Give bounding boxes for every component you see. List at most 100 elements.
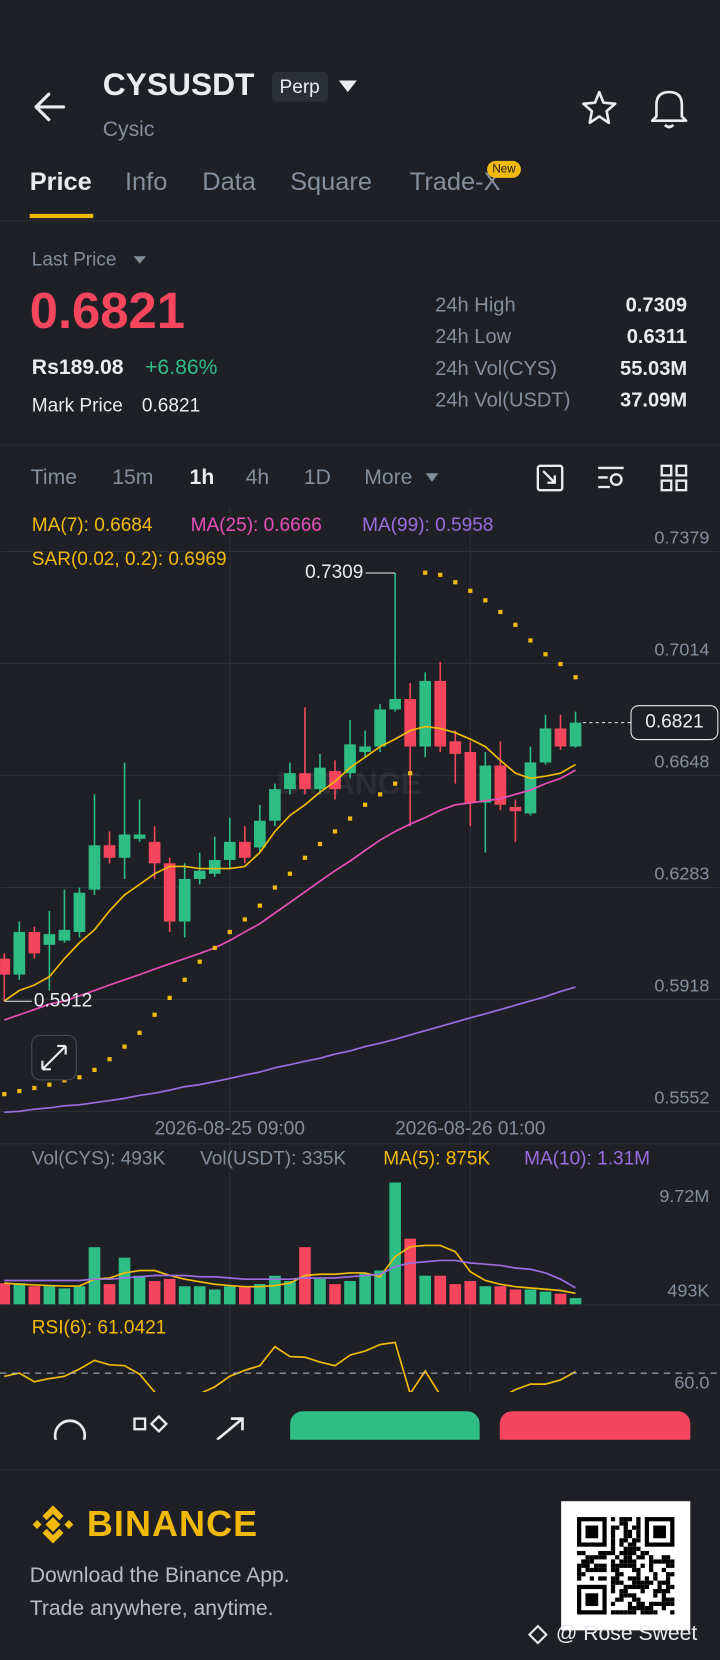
stat-value: 0.7309 — [626, 294, 688, 316]
qr-finder — [585, 1525, 599, 1539]
short-button[interactable] — [499, 1411, 691, 1464]
sar-dot — [453, 580, 458, 585]
qr-cell — [598, 1555, 603, 1560]
dropdown-icon[interactable] — [133, 256, 147, 264]
qr-finder — [653, 1525, 666, 1539]
tab[interactable]: Info — [125, 168, 167, 196]
qr-cell — [619, 1517, 624, 1522]
sar-dot — [408, 771, 413, 776]
qr-cell — [649, 1555, 654, 1560]
layout-icon[interactable] — [660, 464, 673, 477]
interval[interactable]: 15m — [112, 466, 153, 489]
qr-cell — [640, 1610, 645, 1615]
qr-cell — [623, 1525, 628, 1530]
qr-cell — [581, 1550, 586, 1556]
volume-bar — [464, 1280, 477, 1305]
qr-cell — [636, 1572, 641, 1577]
qr-cell — [632, 1563, 637, 1568]
candle-body — [509, 806, 522, 812]
qr-cell — [610, 1525, 616, 1530]
candle-body — [404, 699, 417, 747]
qr-cell — [581, 1559, 586, 1564]
tab[interactable]: Square — [290, 168, 372, 196]
indicator-icon[interactable] — [598, 466, 624, 489]
qr-cell — [636, 1567, 641, 1573]
brand-logo — [32, 1505, 74, 1544]
sar-dot — [17, 1088, 22, 1094]
qr-cell — [585, 1559, 590, 1564]
qr-cell — [610, 1563, 616, 1568]
volume-bar — [88, 1247, 101, 1305]
qr-cell — [649, 1580, 654, 1585]
qr-cell — [623, 1589, 628, 1594]
menu-icon[interactable] — [133, 1417, 147, 1431]
rsi-plot — [4, 1341, 576, 1393]
qr-cell — [670, 1572, 675, 1577]
candle-body — [148, 841, 161, 864]
mark-price-label: Mark Price — [32, 396, 123, 417]
favorite-icon[interactable] — [582, 90, 617, 125]
legend-entry: RSI(6): 61.0421 — [32, 1318, 166, 1339]
interval[interactable]: 1D — [304, 466, 331, 489]
qr-cell — [623, 1550, 628, 1556]
volume-bar — [359, 1273, 371, 1305]
sar-dot — [2, 1092, 7, 1097]
qr-cell — [644, 1580, 650, 1585]
qr-cell — [627, 1593, 633, 1598]
interval[interactable]: 1h — [190, 466, 215, 489]
candle-body — [449, 741, 462, 754]
tab[interactable]: Trade-X — [410, 168, 501, 196]
qr-cell — [610, 1517, 616, 1522]
symbol-dropdown[interactable] — [338, 80, 357, 93]
sar-dot — [32, 1085, 37, 1091]
qr-cell — [627, 1546, 633, 1551]
sar-dot — [272, 885, 277, 890]
trade-icon[interactable] — [216, 1417, 244, 1440]
legend-entry: SAR(0.02, 0.2): 0.6969 — [32, 549, 227, 570]
more-dropdown[interactable] — [425, 473, 439, 482]
tab[interactable]: Data — [202, 168, 257, 196]
interval[interactable]: 4h — [246, 466, 270, 489]
qr-cell — [610, 1580, 616, 1585]
qr-cell — [657, 1584, 662, 1590]
qr-cell — [636, 1521, 641, 1526]
symbol[interactable]: CYSUSDT — [103, 66, 255, 102]
interval[interactable]: More — [364, 466, 412, 489]
back-button[interactable] — [34, 92, 66, 122]
qr-cell — [610, 1529, 616, 1535]
toolbar-icons — [536, 464, 688, 492]
alert-icon[interactable] — [650, 90, 688, 129]
qr-cell — [636, 1576, 641, 1581]
qr-cell — [619, 1580, 624, 1585]
interval[interactable]: Time — [31, 466, 77, 489]
qr-cell — [577, 1567, 582, 1573]
long-button[interactable] — [290, 1411, 480, 1464]
qr-cell — [661, 1601, 666, 1607]
qr-cell — [632, 1610, 637, 1615]
volume-bar — [524, 1289, 537, 1305]
qr-cell — [636, 1534, 641, 1539]
qr-cell — [632, 1597, 637, 1602]
candle-body — [254, 820, 266, 848]
sar-dot — [543, 652, 548, 657]
volume-bar — [269, 1275, 281, 1305]
qr-cell — [589, 1559, 594, 1564]
qr-cell — [602, 1555, 607, 1560]
qr-cell — [670, 1559, 675, 1564]
candle-body — [28, 931, 41, 954]
tab[interactable]: Price — [30, 168, 92, 196]
qr-cell — [661, 1593, 666, 1598]
qr-cell — [627, 1610, 633, 1615]
qr-cell — [623, 1521, 628, 1526]
qr-cell — [632, 1559, 637, 1564]
qr-cell — [615, 1563, 620, 1568]
chat-icon[interactable] — [53, 1419, 87, 1451]
draw-tool-icon[interactable] — [536, 464, 564, 492]
qr-cell — [610, 1567, 616, 1573]
qr-cell — [585, 1567, 590, 1573]
candle-body — [494, 765, 507, 805]
qr-cell — [581, 1572, 586, 1577]
qr-cell — [632, 1550, 637, 1556]
qr-cell — [598, 1563, 603, 1568]
volume-bar — [554, 1293, 567, 1305]
